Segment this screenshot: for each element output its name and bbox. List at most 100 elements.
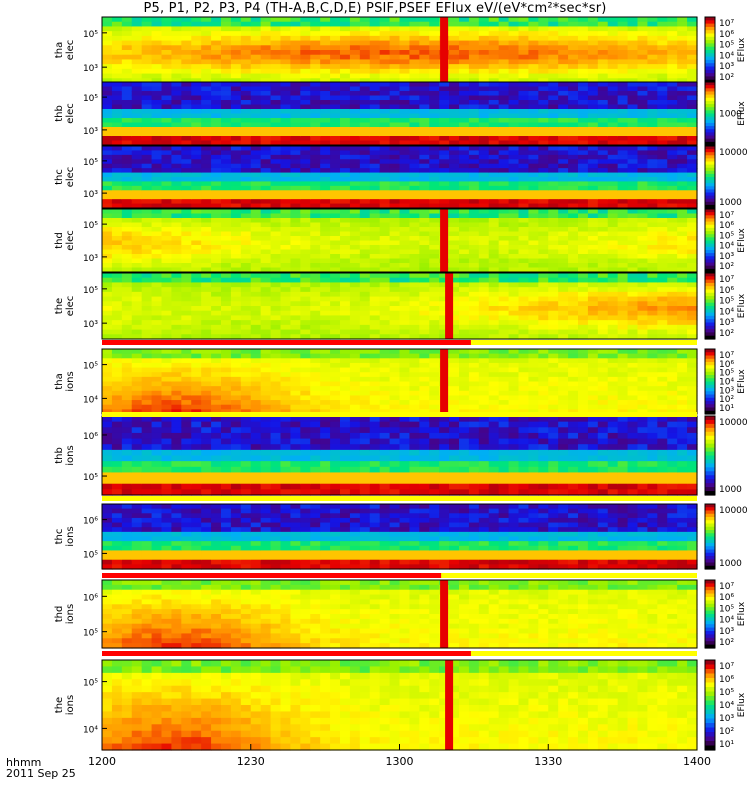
heatmap-cell xyxy=(627,181,639,187)
heatmap-cell xyxy=(260,390,272,397)
heatmap-cell xyxy=(111,181,123,187)
heatmap-cell xyxy=(191,45,202,51)
heatmap-cell xyxy=(597,258,609,264)
heatmap-cell xyxy=(498,82,510,88)
heatmap-cell xyxy=(409,194,420,200)
heatmap-cell xyxy=(558,17,569,23)
heatmap-cell xyxy=(359,334,371,340)
heatmap-cell xyxy=(161,282,173,288)
heatmap-cell xyxy=(270,31,282,37)
heatmap-cell xyxy=(409,282,420,288)
heatmap-cell xyxy=(389,213,401,219)
heatmap-cell xyxy=(389,64,401,70)
heatmap-cell xyxy=(191,35,202,42)
heatmap-cell xyxy=(558,136,569,142)
heatmap-cell xyxy=(102,136,113,142)
heatmap-cell xyxy=(300,91,311,97)
heatmap-cell xyxy=(230,82,242,88)
heatmap-cell xyxy=(131,136,143,142)
heatmap-cell xyxy=(429,353,440,359)
heatmap-cell xyxy=(349,324,361,331)
heatmap-cell xyxy=(221,140,232,146)
heatmap-cell xyxy=(250,172,262,178)
heatmap-cell xyxy=(578,203,589,209)
heatmap-cell xyxy=(498,218,510,224)
heatmap-cell xyxy=(369,287,381,293)
heatmap-cell xyxy=(439,199,450,205)
heatmap-cell xyxy=(647,209,658,215)
heatmap-cell xyxy=(102,113,113,119)
heatmap-cell xyxy=(369,113,381,119)
heatmap-cell xyxy=(230,231,242,237)
heatmap-cell xyxy=(607,104,619,110)
heatmap-cell xyxy=(240,118,252,124)
heatmap-cell xyxy=(230,146,242,152)
heatmap-cell xyxy=(558,168,569,174)
heatmap-cell xyxy=(508,267,520,273)
colorbar-frame xyxy=(704,272,716,340)
heatmap-cell xyxy=(667,68,678,75)
heatmap-cell xyxy=(419,73,430,79)
heatmap-cell xyxy=(211,50,222,56)
heatmap-cell xyxy=(191,222,202,228)
heatmap-cell xyxy=(677,35,688,42)
colorbar-segment xyxy=(705,104,715,108)
heatmap-cell xyxy=(181,372,192,378)
heatmap-cell xyxy=(171,227,182,233)
heatmap-cell xyxy=(498,381,510,387)
heatmap-cell xyxy=(498,362,510,369)
heatmap-cell xyxy=(409,100,420,106)
heatmap-cell xyxy=(548,113,559,119)
heatmap-cell xyxy=(230,296,242,302)
heatmap-cell xyxy=(260,131,272,137)
heatmap-cell xyxy=(459,324,470,331)
heatmap-cell xyxy=(578,122,589,128)
heatmap-cell xyxy=(201,100,212,106)
heatmap-cell xyxy=(310,91,321,97)
heatmap-cell xyxy=(201,287,212,293)
heatmap-cell xyxy=(468,381,480,387)
heatmap-cell xyxy=(230,168,242,174)
heatmap-cell xyxy=(587,310,599,317)
heatmap-cell xyxy=(468,282,480,288)
heatmap-cell xyxy=(449,91,460,97)
heatmap-cell xyxy=(280,390,292,397)
heatmap-cell xyxy=(578,236,589,242)
heatmap-cell xyxy=(459,194,470,200)
heatmap-cell xyxy=(349,109,361,115)
heatmap-cell xyxy=(419,154,430,160)
heatmap-cell xyxy=(102,400,113,406)
heatmap-cell xyxy=(538,136,549,142)
heatmap-cell xyxy=(508,203,520,209)
heatmap-cell xyxy=(478,254,490,260)
heatmap-cell xyxy=(488,86,500,92)
heatmap-cell xyxy=(429,78,440,84)
heatmap-cell xyxy=(270,95,282,101)
heatmap-cell xyxy=(121,127,133,133)
heatmap-cell xyxy=(459,296,470,302)
heatmap-cell xyxy=(617,320,629,326)
heatmap-cell xyxy=(260,362,272,369)
heatmap-cell xyxy=(538,199,549,205)
heatmap-cell xyxy=(459,26,470,32)
heatmap-cell xyxy=(349,17,361,23)
heatmap-cell xyxy=(171,277,182,284)
heatmap-cell xyxy=(141,236,153,242)
heatmap-cell xyxy=(250,381,262,387)
heatmap-cell xyxy=(578,21,589,28)
heatmap-cell xyxy=(141,213,153,219)
heatmap-cell xyxy=(250,263,262,269)
heatmap-cell xyxy=(389,181,401,187)
heatmap-cell xyxy=(449,273,460,279)
heatmap-cell xyxy=(171,68,182,75)
heatmap-cell xyxy=(548,334,559,340)
heatmap-cell xyxy=(667,240,678,246)
heatmap-cell xyxy=(439,301,450,307)
heatmap-cell xyxy=(320,273,331,279)
heatmap-cell xyxy=(528,31,539,37)
colorbar-tick-label: 10⁶ xyxy=(719,221,734,231)
heatmap-cell xyxy=(151,54,163,61)
heatmap-cell xyxy=(340,118,351,124)
heatmap-cell xyxy=(389,17,401,23)
heatmap-cell xyxy=(280,362,292,369)
